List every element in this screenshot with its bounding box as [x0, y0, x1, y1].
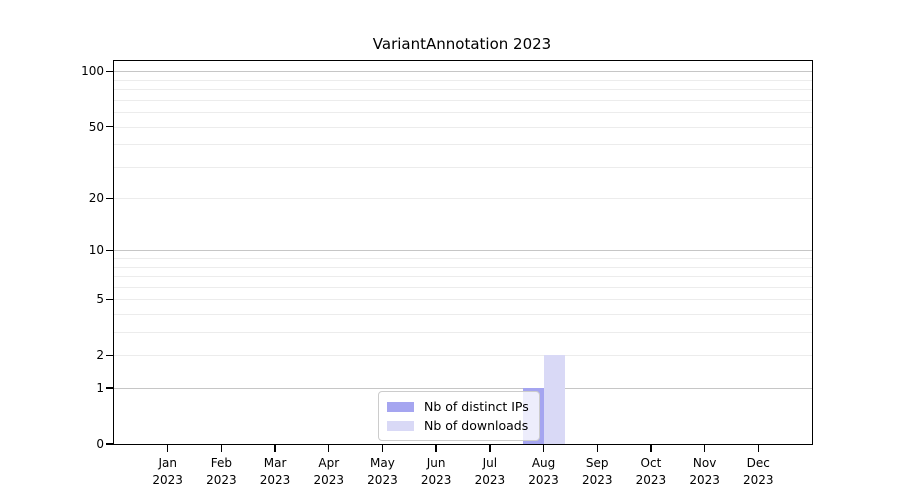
- x-axis-tick: [220, 445, 223, 452]
- legend-label: Nb of distinct IPs: [424, 399, 529, 414]
- minor-gridline: [114, 79, 812, 81]
- y-axis-tick: [106, 125, 113, 128]
- minor-gridline: [114, 276, 812, 278]
- x-axis-tick: [596, 445, 598, 452]
- y-axis-tick-label: 5: [96, 292, 104, 307]
- x-axis-tick-label: Apr 2023: [313, 456, 345, 488]
- minor-gridline: [114, 112, 812, 114]
- x-axis-tick: [489, 445, 491, 452]
- major-gridline: [114, 388, 812, 390]
- y-axis-tick: [106, 70, 113, 73]
- bar-downloads-aug: [543, 355, 565, 444]
- chart-legend: Nb of distinct IPs Nb of downloads: [378, 391, 540, 441]
- x-axis-tick-label: Aug 2023: [528, 456, 559, 488]
- x-axis-tick-label: Oct 2023: [635, 456, 667, 488]
- x-axis-tick: [274, 445, 276, 452]
- minor-gridline: [114, 332, 812, 334]
- legend-item-distinct-ips: Nb of distinct IPs: [387, 397, 529, 416]
- y-axis-tick: [106, 387, 113, 389]
- legend-item-downloads: Nb of downloads: [387, 416, 529, 435]
- y-axis-tick-label: 10: [88, 243, 104, 258]
- x-axis-tick: [166, 445, 169, 452]
- x-axis-tick: [703, 445, 706, 452]
- minor-gridline: [114, 286, 812, 288]
- x-axis-tick: [650, 445, 652, 452]
- minor-gridline: [114, 89, 812, 91]
- minor-gridline: [114, 314, 812, 316]
- minor-gridline: [114, 299, 812, 301]
- x-axis-tick-label: Feb 2023: [206, 456, 237, 488]
- x-axis-tick-label: May 2023: [367, 456, 398, 488]
- y-axis-tick-label: 100: [81, 64, 104, 79]
- major-gridline: [114, 71, 812, 73]
- minor-gridline: [114, 126, 812, 128]
- x-axis-tick-label: Dec 2023: [743, 456, 774, 488]
- major-gridline: [114, 250, 812, 252]
- y-axis-tick: [106, 354, 113, 356]
- x-axis-tick-label: Jul 2023: [474, 456, 506, 488]
- x-axis-tick: [757, 445, 759, 452]
- y-axis-tick-label: 20: [88, 191, 104, 206]
- y-axis-tick: [106, 249, 113, 252]
- x-axis-tick-label: Jan 2023: [152, 456, 183, 488]
- minor-gridline: [114, 166, 812, 168]
- y-axis-tick-label: 2: [96, 348, 104, 363]
- x-axis-tick: [381, 445, 384, 452]
- x-axis-tick-label: Nov 2023: [689, 456, 720, 488]
- y-axis-tick-label: 50: [88, 119, 104, 134]
- legend-swatch: [387, 420, 414, 431]
- legend-label: Nb of downloads: [424, 418, 529, 433]
- x-axis-tick: [328, 445, 330, 452]
- x-axis-tick: [435, 445, 437, 452]
- minor-gridline: [114, 99, 812, 101]
- minor-gridline: [114, 258, 812, 260]
- minor-gridline: [114, 198, 812, 200]
- minor-gridline: [114, 266, 812, 268]
- y-axis-tick: [106, 197, 113, 199]
- y-axis-tick: [106, 443, 113, 445]
- x-axis-tick: [542, 445, 545, 452]
- legend-swatch: [387, 401, 414, 412]
- minor-gridline: [114, 144, 812, 146]
- y-axis-tick-label: 0: [96, 437, 104, 451]
- minor-gridline: [114, 355, 812, 357]
- plot-area: Nb of distinct IPs Nb of downloads 0 1 2 5 1…: [81, 60, 813, 487]
- y-axis-tick-label: 1: [96, 381, 104, 396]
- chart-title: VariantAnnotation 2023: [372, 35, 552, 53]
- x-axis-tick-label: Sep 2023: [581, 456, 613, 488]
- x-axis-tick-label: Jun 2023: [420, 456, 452, 488]
- y-axis-tick: [106, 298, 113, 301]
- x-axis-tick-label: Mar 2023: [259, 456, 291, 488]
